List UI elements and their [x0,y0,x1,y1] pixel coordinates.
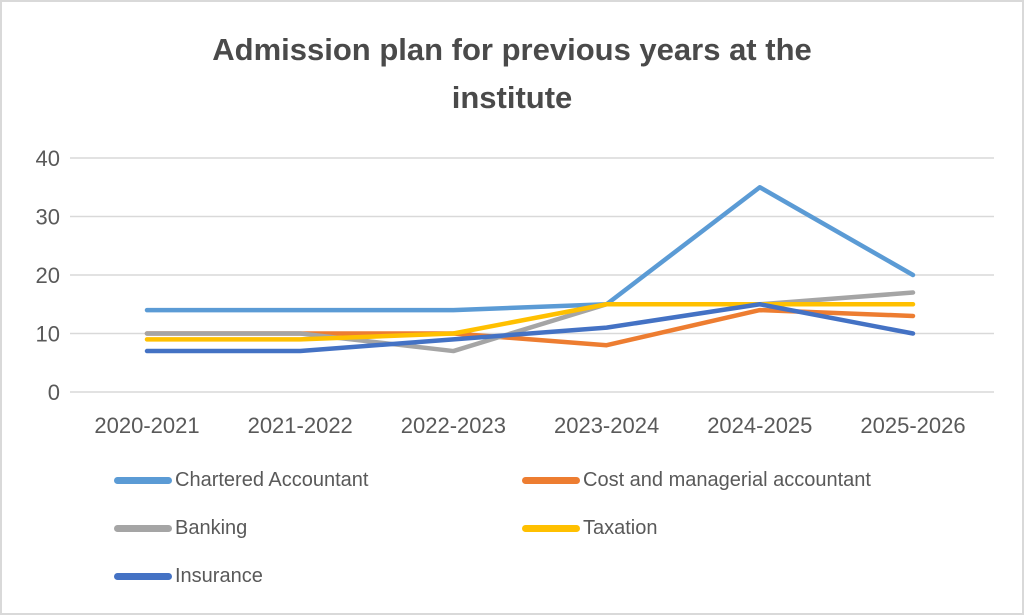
legend-label-insurance: Insurance [175,564,263,587]
x-category-label-2024-2025: 2024-2025 [707,413,812,438]
x-category-label-2023-2024: 2023-2024 [554,413,659,438]
x-category-label-2025-2026: 2025-2026 [860,413,965,438]
series-line-insurance [144,302,916,354]
legend-swatch-taxation [522,524,580,532]
legend-swatch-insurance [114,572,172,580]
legend-swatch-cost-and-managerial-accountant [522,476,580,484]
y-tick-label-40: 40 [36,146,60,171]
legend-item-cost-and-managerial-accountant: Cost and managerial accountant [522,466,871,494]
legend-label-chartered-accountant: Chartered Accountant [175,468,369,491]
y-tick-label-0: 0 [48,380,60,405]
y-tick-label-20: 20 [36,263,60,288]
series-line-chartered-accountant [144,185,916,313]
series-line-taxation [144,302,916,342]
legend-label-taxation: Taxation [583,516,658,539]
x-category-label-2022-2023: 2022-2023 [401,413,506,438]
legend-swatch-chartered-accountant [114,476,172,484]
x-category-label-2021-2022: 2021-2022 [248,413,353,438]
legend-swatch-banking [114,524,172,532]
legend-item-banking: Banking [114,514,247,542]
legend-item-insurance: Insurance [114,562,263,590]
x-category-label-2020-2021: 2020-2021 [94,413,199,438]
chart-title: Admission plan for previous years at the… [212,32,812,115]
legend-item-taxation: Taxation [522,514,658,542]
legend-label-cost-and-managerial-accountant: Cost and managerial accountant [583,468,871,491]
series-line-banking [144,290,916,354]
y-tick-label-10: 10 [36,322,60,347]
legend-label-banking: Banking [175,516,248,539]
legend-item-chartered-accountant: Chartered Accountant [114,466,368,494]
y-tick-label-30: 30 [36,205,60,230]
